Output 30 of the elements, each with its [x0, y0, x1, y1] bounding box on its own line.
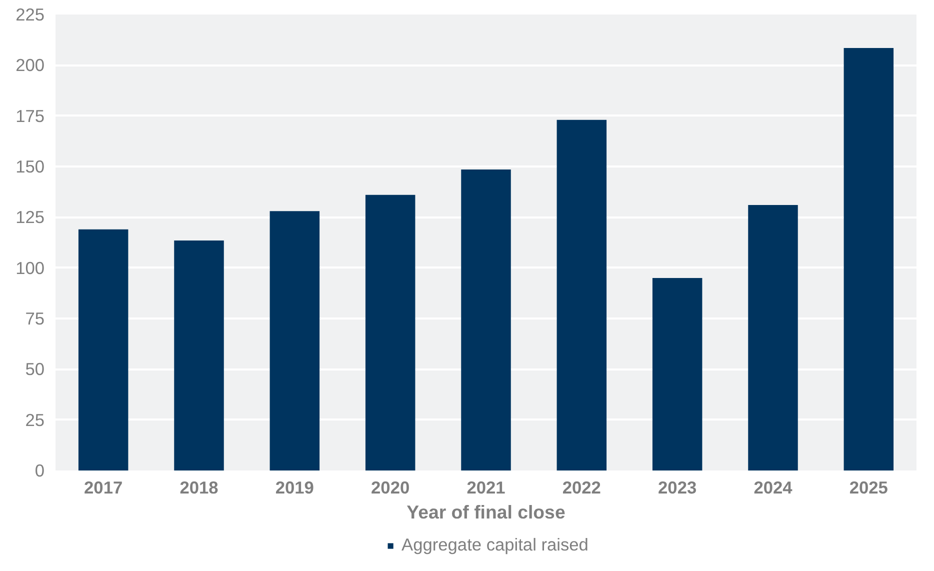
x-axis-title: Year of final close — [406, 502, 566, 522]
y-tick-label: 125 — [16, 207, 45, 228]
x-tick-label: 2024 — [754, 478, 793, 498]
y-tick-label: 100 — [16, 258, 45, 278]
y-tick-label: 200 — [16, 55, 45, 76]
x-tick-label: 2023 — [658, 478, 697, 498]
x-tick-label: 2025 — [849, 478, 888, 498]
y-tick-label: 25 — [25, 410, 45, 430]
x-tick-label: 2020 — [371, 478, 410, 498]
x-tick-label: 2017 — [84, 478, 123, 498]
bar — [748, 205, 798, 470]
y-tick-label: 150 — [16, 156, 45, 176]
bar — [78, 229, 128, 470]
x-tick-label: 2022 — [562, 478, 601, 498]
x-tick-label: 2018 — [180, 478, 219, 498]
legend-label: Aggregate capital raised — [402, 534, 588, 556]
x-tick-label: 2021 — [466, 478, 506, 498]
x-tick-label: 2019 — [275, 478, 314, 498]
y-tick-label: 0 — [34, 460, 45, 480]
y-tick-label: 175 — [16, 106, 45, 126]
bar — [174, 240, 224, 470]
bar — [270, 211, 320, 470]
bar — [652, 278, 702, 470]
bar — [365, 194, 416, 470]
bar — [461, 170, 511, 470]
y-tick-label: 75 — [25, 308, 45, 328]
bar — [844, 48, 894, 470]
y-tick-label: 50 — [25, 359, 45, 380]
bar — [556, 120, 607, 470]
y-tick-label: 225 — [16, 4, 45, 24]
